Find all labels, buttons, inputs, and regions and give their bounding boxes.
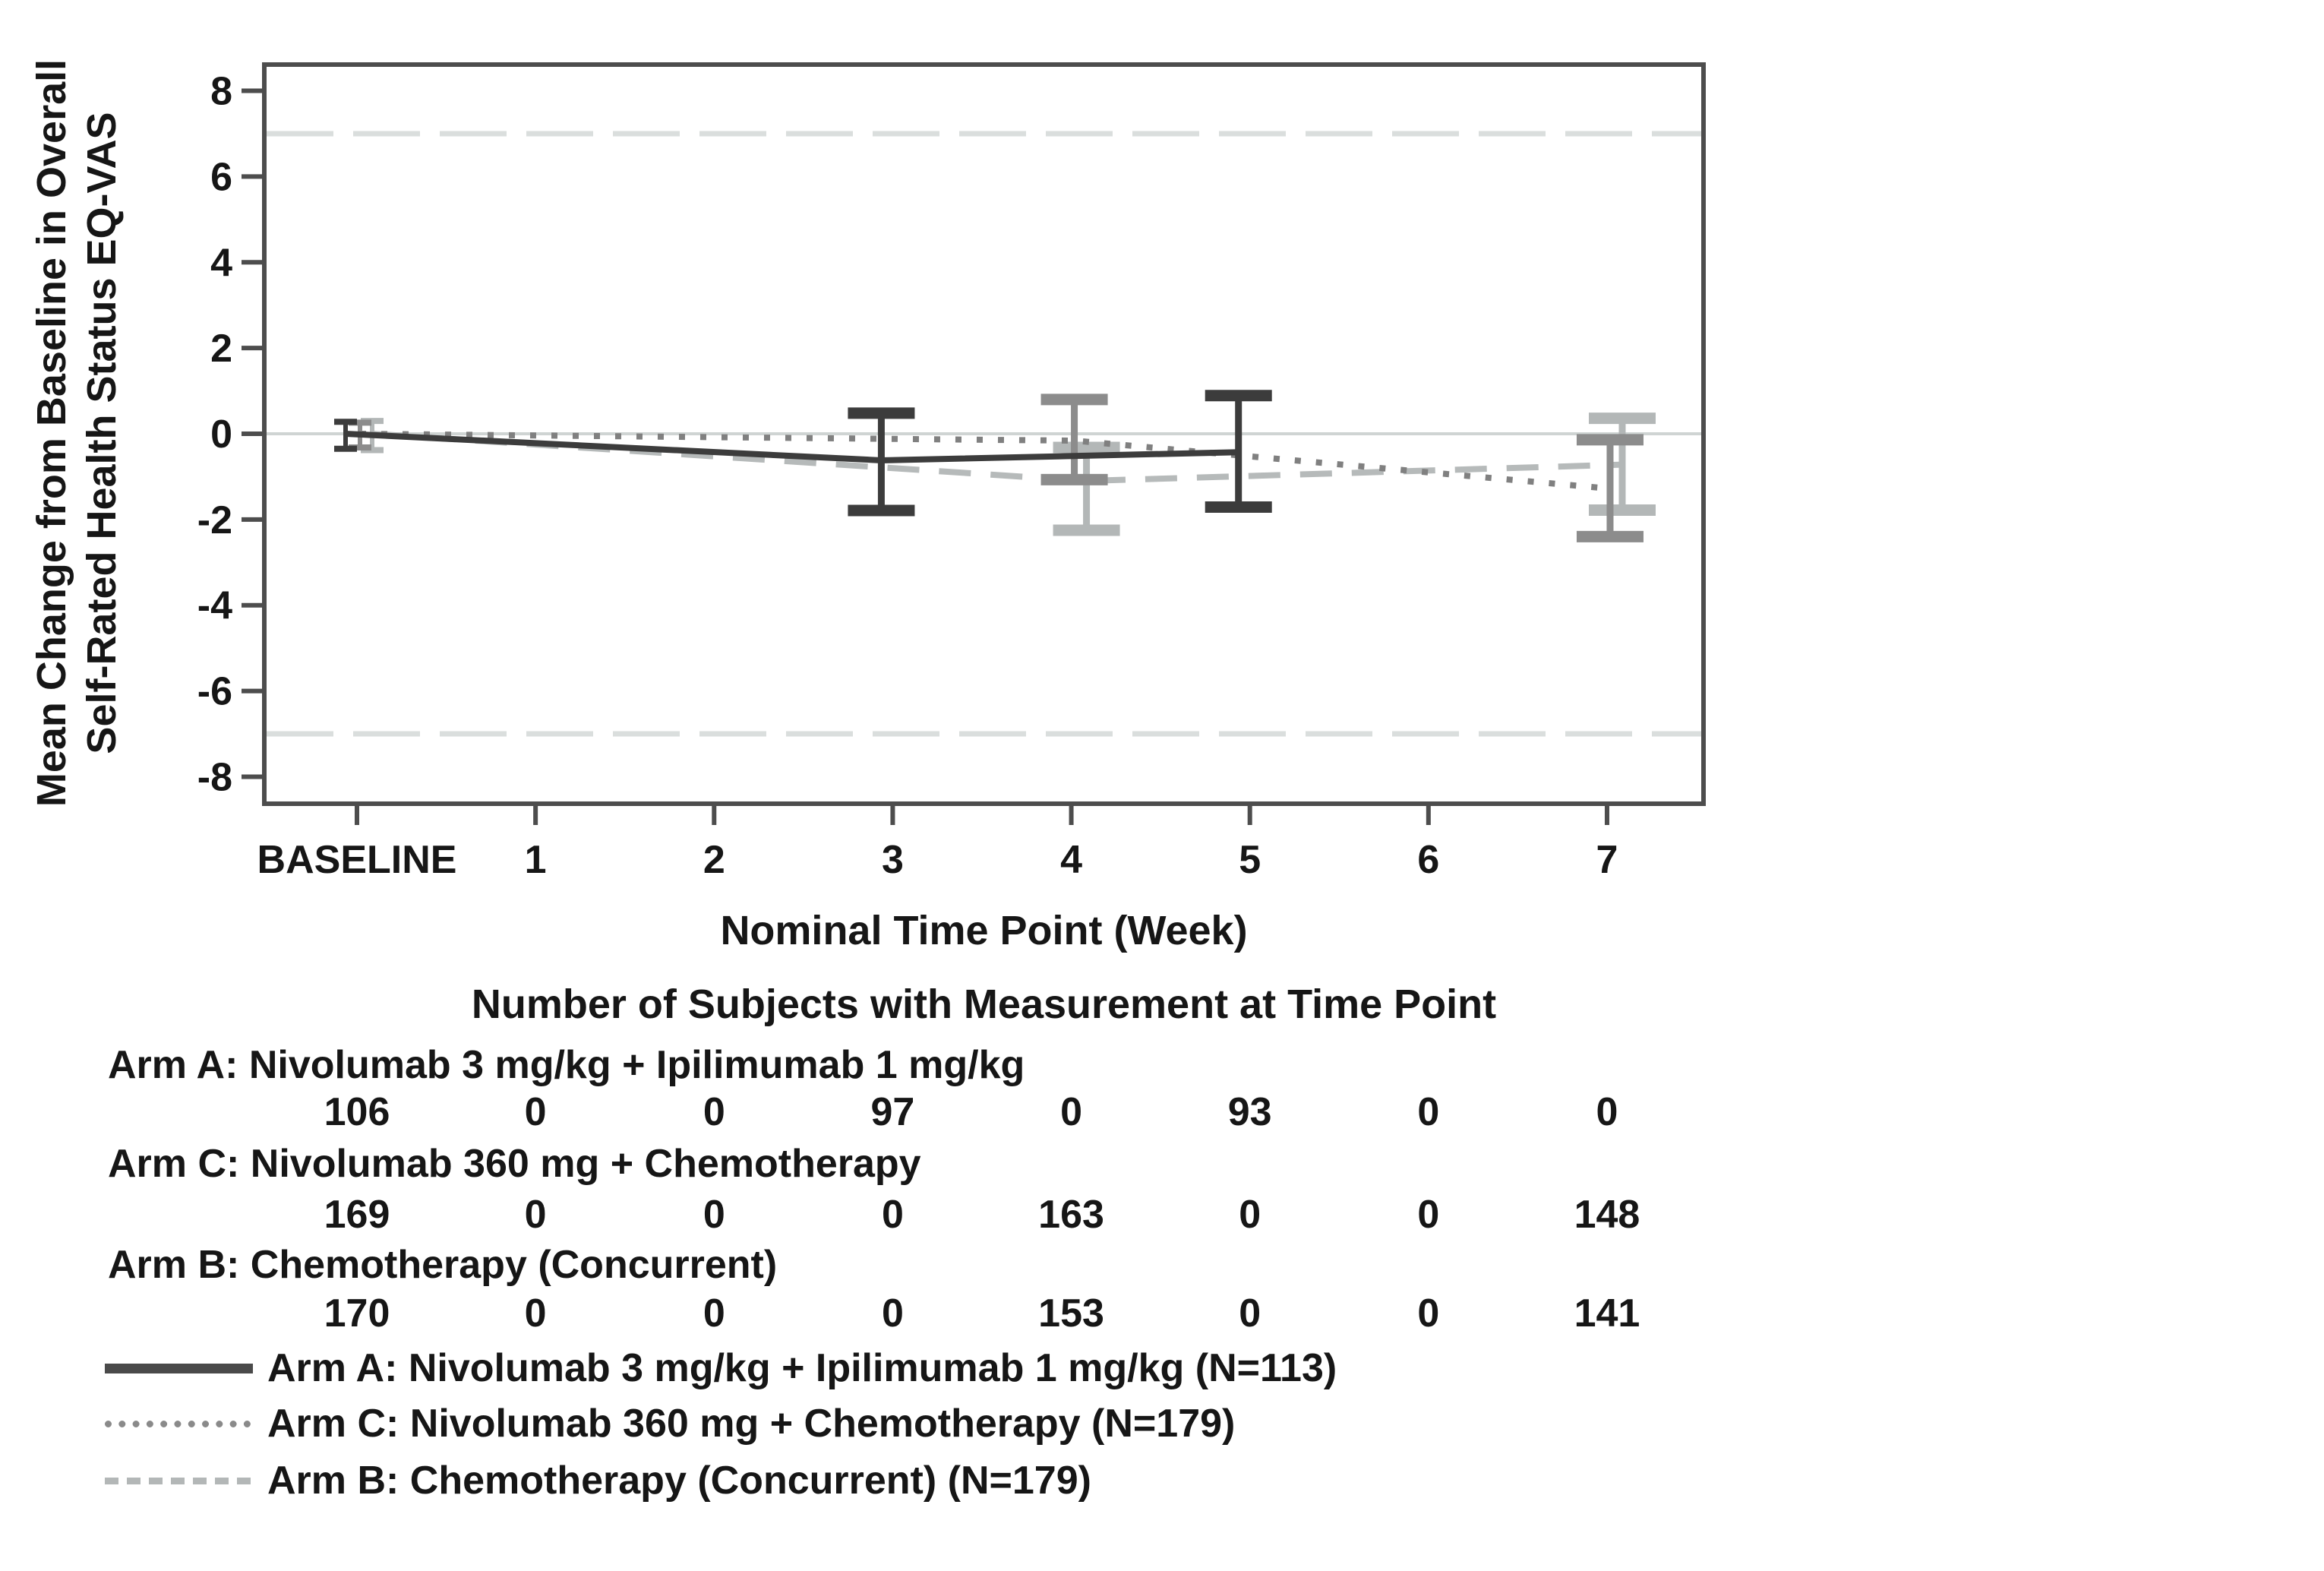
y-tick-label: 8 — [210, 70, 232, 114]
subjects-count-arm-b: 0 — [1239, 1291, 1261, 1336]
subjects-count-arm-a: 0 — [1596, 1090, 1618, 1134]
subjects-count-arm-a: 0 — [703, 1090, 725, 1134]
y-tick-label: -6 — [197, 670, 232, 714]
subjects-count-arm-b: 0 — [882, 1291, 904, 1336]
subjects-count-arm-b: 0 — [1417, 1291, 1439, 1336]
subjects-count-arm-c: 148 — [1574, 1193, 1640, 1237]
x-tick-label: 6 — [1417, 838, 1439, 882]
y-tick-label: 2 — [210, 327, 232, 371]
subjects-count-arm-a: 0 — [525, 1090, 547, 1134]
subjects-count-arm-a: 97 — [870, 1090, 914, 1134]
subjects-count-arm-c: 0 — [1417, 1193, 1439, 1237]
y-tick-label: -4 — [197, 584, 232, 628]
y-tick-label: 4 — [210, 241, 232, 285]
subjects-count-arm-b: 0 — [525, 1291, 547, 1336]
subjects-count-arm-b: 0 — [703, 1291, 725, 1336]
solid-line-swatch-icon — [105, 1364, 253, 1373]
subjects-row-label-arm-c: Arm C: Nivolumab 360 mg + Chemotherapy — [108, 1142, 921, 1186]
x-tick-label: 1 — [525, 838, 547, 882]
legend-label-arm-c: Arm C: Nivolumab 360 mg + Chemotherapy (… — [267, 1402, 1236, 1446]
subjects-row-label-arm-a: Arm A: Nivolumab 3 mg/kg + Ipilimumab 1 … — [108, 1043, 1025, 1087]
x-tick-label: 3 — [882, 838, 904, 882]
subjects-count-arm-b: 141 — [1574, 1291, 1640, 1336]
subjects-row-label-arm-b: Arm B: Chemotherapy (Concurrent) — [108, 1243, 778, 1287]
subjects-count-arm-c: 169 — [324, 1193, 390, 1237]
x-axis-title: Nominal Time Point (Week) — [720, 908, 1248, 953]
subjects-count-arm-b: 170 — [324, 1291, 390, 1336]
subjects-table-title: Number of Subjects with Measurement at T… — [471, 981, 1497, 1027]
y-tick-label: -2 — [197, 498, 232, 542]
subjects-count-arm-a: 0 — [1417, 1090, 1439, 1134]
dotted-line-swatch-icon — [105, 1421, 251, 1427]
dashed-line-swatch-icon — [105, 1478, 251, 1484]
subjects-count-arm-a: 106 — [324, 1090, 390, 1134]
legend-label-arm-a: Arm A: Nivolumab 3 mg/kg + Ipilimumab 1 … — [267, 1346, 1337, 1390]
y-tick-label: -8 — [197, 755, 232, 799]
x-tick-label: 5 — [1239, 838, 1261, 882]
subjects-count-arm-c: 163 — [1038, 1193, 1104, 1237]
series-line-arm-c — [359, 431, 1611, 492]
x-tick-label: 4 — [1060, 838, 1082, 882]
subjects-count-arm-c: 0 — [525, 1193, 547, 1237]
x-tick-label: 7 — [1596, 838, 1618, 882]
subjects-count-arm-b: 153 — [1038, 1291, 1104, 1336]
subjects-count-arm-a: 93 — [1228, 1090, 1272, 1134]
subjects-count-arm-c: 0 — [882, 1193, 904, 1237]
x-tick-label: 2 — [703, 838, 725, 882]
subjects-count-arm-c: 0 — [703, 1193, 725, 1237]
subjects-count-arm-a: 0 — [1060, 1090, 1082, 1134]
subjects-count-arm-c: 0 — [1239, 1193, 1261, 1237]
y-tick-label: 0 — [210, 413, 232, 457]
y-tick-label: 6 — [210, 155, 232, 199]
x-tick-label: BASELINE — [257, 838, 457, 882]
legend-label-arm-b: Arm B: Chemotherapy (Concurrent) (N=179) — [267, 1459, 1091, 1503]
